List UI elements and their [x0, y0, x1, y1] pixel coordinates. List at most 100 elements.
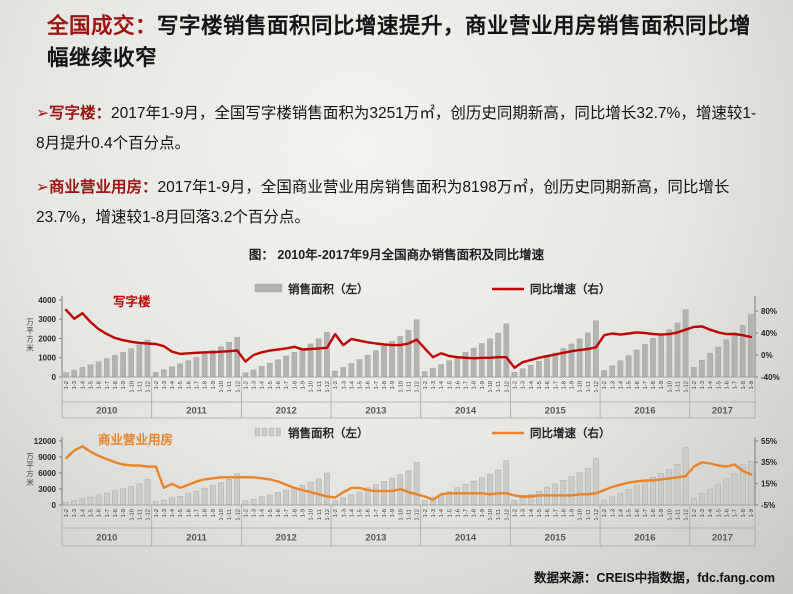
svg-text:1-7: 1-7: [733, 381, 739, 389]
svg-text:1-5: 1-5: [627, 509, 633, 517]
svg-text:1-3: 1-3: [72, 509, 78, 517]
svg-text:1-7: 1-7: [195, 509, 201, 517]
svg-text:0: 0: [52, 501, 57, 510]
svg-text:1-4: 1-4: [80, 508, 86, 517]
svg-text:1-12: 1-12: [594, 381, 600, 393]
svg-text:2013: 2013: [365, 533, 386, 544]
svg-text:0: 0: [52, 373, 57, 382]
svg-text:1-9: 1-9: [570, 509, 576, 517]
svg-text:1-10: 1-10: [129, 509, 135, 521]
svg-text:1-10: 1-10: [578, 509, 584, 521]
office-sales-chart: 销售面积（左） 同比增速（右） 写字楼 4000 3000 2000 1000 0 80% 40%…: [26, 282, 780, 419]
svg-text:1-11: 1-11: [137, 381, 143, 392]
svg-text:1-4: 1-4: [529, 380, 535, 389]
svg-text:1-2: 1-2: [512, 509, 518, 517]
svg-text:商业营业用房: 商业营业用房: [98, 432, 173, 447]
svg-text:1-3: 1-3: [72, 381, 78, 389]
svg-text:1-5: 1-5: [178, 509, 184, 517]
svg-text:1-2: 1-2: [243, 381, 249, 389]
svg-text:1-12: 1-12: [235, 381, 241, 393]
svg-text:1-4: 1-4: [170, 380, 176, 389]
svg-text:1-2: 1-2: [602, 381, 608, 389]
svg-text:1-3: 1-3: [252, 381, 258, 389]
svg-text:1-2: 1-2: [423, 381, 429, 389]
svg-text:1-7: 1-7: [643, 381, 649, 389]
bullet-office-text: 2017年1-9月，全国写字楼销售面积为3251万㎡，创历史同期新高，同比增长3…: [36, 105, 757, 153]
svg-text:1-10: 1-10: [488, 381, 494, 393]
bullet-office-label: ➢写字楼：: [36, 105, 111, 122]
svg-text:方: 方: [26, 468, 34, 478]
svg-text:1-4: 1-4: [618, 380, 624, 389]
svg-text:1-2: 1-2: [333, 509, 339, 517]
svg-text:1-2: 1-2: [512, 381, 518, 389]
svg-text:1-8: 1-8: [382, 509, 388, 517]
svg-text:1-10: 1-10: [398, 509, 404, 521]
svg-text:1-4: 1-4: [260, 380, 266, 389]
svg-text:2013: 2013: [365, 406, 386, 417]
svg-text:同比增速（右）: 同比增速（右）: [530, 282, 611, 296]
svg-text:万: 万: [26, 452, 34, 461]
svg-text:1-6: 1-6: [97, 509, 103, 517]
svg-text:1-8: 1-8: [741, 381, 747, 389]
svg-text:1-2: 1-2: [64, 509, 70, 517]
svg-text:1-8: 1-8: [292, 381, 298, 389]
svg-text:1-7: 1-7: [464, 381, 470, 389]
svg-text:1-2: 1-2: [423, 509, 429, 517]
svg-text:1-8: 1-8: [113, 381, 119, 389]
svg-text:1-6: 1-6: [635, 509, 641, 517]
svg-text:1-10: 1-10: [309, 381, 315, 393]
svg-text:1-10: 1-10: [309, 509, 315, 521]
svg-text:4000: 4000: [38, 296, 56, 305]
svg-text:1-12: 1-12: [415, 509, 421, 521]
svg-text:1-2: 1-2: [602, 509, 608, 517]
svg-text:1-3: 1-3: [521, 509, 527, 517]
data-source: 数据来源：CREIS中指数据，fdc.fang.com: [534, 571, 775, 585]
svg-text:1-3: 1-3: [252, 509, 258, 517]
svg-text:1-11: 1-11: [676, 381, 682, 392]
svg-text:1-4: 1-4: [529, 508, 535, 517]
svg-text:1-6: 1-6: [455, 381, 461, 389]
svg-text:1-2: 1-2: [692, 509, 698, 517]
svg-text:1-9: 1-9: [390, 509, 396, 517]
svg-text:同比增速（右）: 同比增速（右）: [530, 426, 611, 440]
svg-text:1-5: 1-5: [358, 509, 364, 517]
svg-text:1-9: 1-9: [301, 381, 307, 389]
svg-text:1-4: 1-4: [708, 380, 714, 389]
svg-text:2016: 2016: [634, 533, 655, 544]
svg-text:1-8: 1-8: [741, 509, 747, 517]
svg-text:1-5: 1-5: [537, 509, 543, 517]
bullet-commercial: ➢商业营业用房：2017年1-9月，全国商业营业用房销售面积为8198万㎡，创历…: [36, 173, 762, 233]
svg-text:2011: 2011: [186, 533, 207, 544]
svg-text:1-3: 1-3: [700, 381, 706, 389]
svg-text:1-11: 1-11: [227, 381, 233, 392]
svg-text:0%: 0%: [761, 351, 773, 360]
svg-text:1-3: 1-3: [610, 381, 616, 389]
svg-text:1-9: 1-9: [480, 381, 486, 389]
svg-text:2017: 2017: [712, 533, 733, 544]
commercial-sales-chart: 销售面积（左） 同比增速（右） 商业营业用房 12000 9000 6000 3000 0 55…: [26, 426, 777, 547]
svg-text:2015: 2015: [545, 406, 567, 417]
svg-text:1-11: 1-11: [317, 381, 323, 392]
bullet-commercial-text: 2017年1-9月，全国商业营业用房销售面积为8198万㎡，创历史同期新高，同比…: [36, 179, 730, 227]
svg-text:1-7: 1-7: [733, 509, 739, 517]
svg-text:1-6: 1-6: [455, 509, 461, 517]
svg-text:1-11: 1-11: [407, 381, 413, 392]
svg-text:1-7: 1-7: [284, 509, 290, 517]
svg-text:1-2: 1-2: [154, 509, 160, 517]
svg-text:1-6: 1-6: [724, 381, 730, 389]
svg-text:1-12: 1-12: [146, 381, 152, 393]
svg-text:平: 平: [26, 461, 34, 470]
svg-text:1-5: 1-5: [358, 381, 364, 389]
svg-text:35%: 35%: [761, 458, 777, 467]
svg-text:2016: 2016: [634, 406, 655, 417]
svg-text:1-12: 1-12: [325, 381, 331, 393]
svg-text:1-3: 1-3: [700, 509, 706, 517]
svg-text:3000: 3000: [38, 315, 56, 324]
svg-text:2011: 2011: [186, 406, 207, 417]
svg-text:万: 万: [26, 318, 34, 327]
svg-text:方: 方: [26, 334, 34, 344]
svg-text:1-9: 1-9: [301, 509, 307, 517]
svg-text:1-8: 1-8: [472, 509, 478, 517]
title-prefix: 全国成交：: [47, 14, 158, 38]
